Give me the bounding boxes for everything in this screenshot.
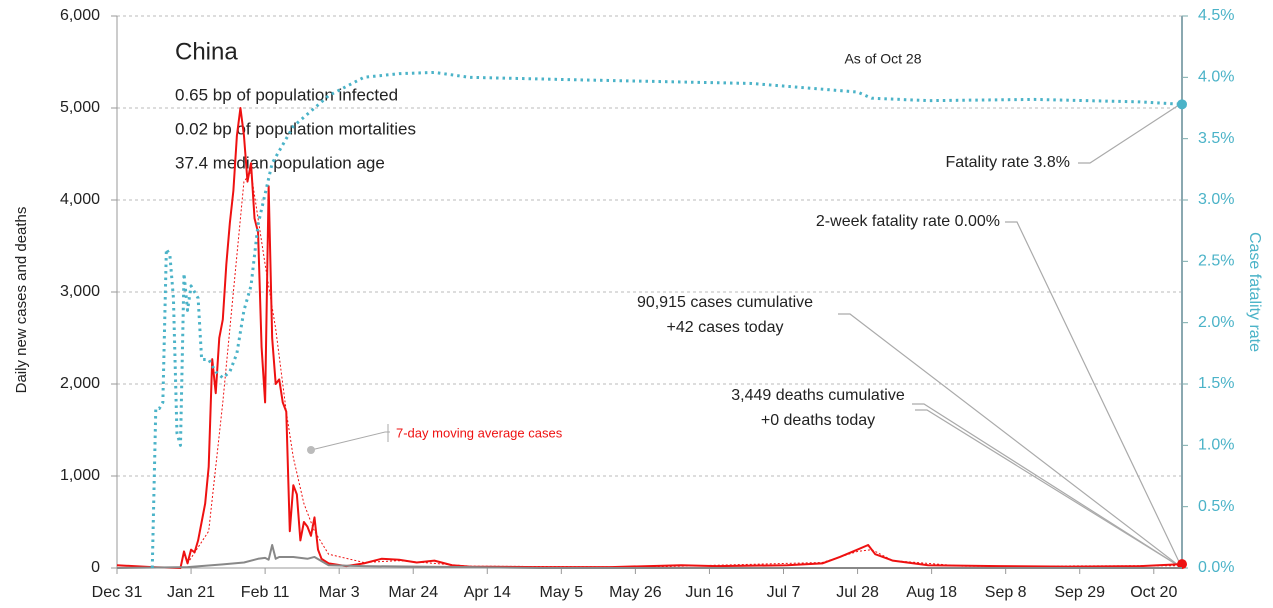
annotation: 3,449 deaths cumulative bbox=[731, 387, 905, 404]
series-line bbox=[116, 107, 1183, 569]
annotation: As of Oct 28 bbox=[844, 51, 921, 67]
y2-tick-label: 2.0% bbox=[1198, 314, 1234, 331]
callout-line bbox=[310, 431, 390, 451]
annotation: 7-day moving average cases bbox=[396, 425, 563, 440]
series-line bbox=[187, 171, 1183, 568]
y-tick-label: 1,000 bbox=[60, 467, 100, 484]
end-point bbox=[1177, 559, 1187, 570]
y2-tick-label: 4.0% bbox=[1198, 69, 1234, 86]
callout-line bbox=[1078, 102, 1183, 164]
subtitle: 0.02 bp of population mortalities bbox=[175, 119, 416, 138]
x-tick-label: Jan 21 bbox=[167, 584, 215, 601]
x-tick-label: Oct 20 bbox=[1130, 584, 1177, 601]
y2-tick-label: 3.5% bbox=[1198, 130, 1234, 147]
y2-tick-label: 1.5% bbox=[1198, 375, 1234, 392]
callout-line bbox=[1005, 221, 1183, 569]
callout-line bbox=[915, 409, 1183, 569]
y2-tick-label: 0.0% bbox=[1198, 559, 1234, 576]
annotation: +42 cases today bbox=[667, 319, 784, 336]
subtitle: 0.65 bp of population infected bbox=[175, 85, 398, 104]
y2-tick-label: 2.5% bbox=[1198, 253, 1234, 270]
callout-dot bbox=[307, 446, 315, 454]
y2-axis-label: Case fatality rate bbox=[1246, 232, 1263, 352]
x-tick-label: Apr 14 bbox=[464, 584, 511, 601]
y-tick-label: 4,000 bbox=[60, 191, 100, 208]
x-tick-label: Dec 31 bbox=[92, 584, 143, 601]
y2-tick-label: 1.0% bbox=[1198, 437, 1234, 454]
x-tick-label: Mar 3 bbox=[319, 584, 360, 601]
y2-tick-label: 0.5% bbox=[1198, 498, 1234, 515]
y-axis-label: Daily new cases and deaths bbox=[13, 207, 30, 394]
annotation: 2-week fatality rate 0.00% bbox=[816, 213, 1000, 230]
x-tick-label: Sep 29 bbox=[1054, 584, 1105, 601]
y2-tick-label: 4.5% bbox=[1198, 7, 1234, 24]
y-tick-label: 2,000 bbox=[60, 375, 100, 392]
series-line bbox=[116, 544, 1182, 569]
callout-line bbox=[838, 313, 1183, 569]
x-tick-label: Aug 18 bbox=[906, 584, 957, 601]
y-tick-label: 5,000 bbox=[60, 99, 100, 116]
x-tick-label: Sep 8 bbox=[985, 584, 1027, 601]
y2-tick-label: 3.0% bbox=[1198, 191, 1234, 208]
x-tick-label: Jul 7 bbox=[767, 584, 801, 601]
x-tick-label: May 26 bbox=[609, 584, 662, 601]
annotation: +0 deaths today bbox=[761, 412, 875, 429]
x-tick-label: May 5 bbox=[540, 584, 584, 601]
x-tick-label: Jul 28 bbox=[836, 584, 879, 601]
annotation: 90,915 cases cumulative bbox=[637, 294, 813, 311]
x-tick-label: Jun 16 bbox=[685, 584, 733, 601]
callout-line bbox=[912, 403, 1183, 569]
x-tick-label: Mar 24 bbox=[388, 584, 438, 601]
y-tick-label: 3,000 bbox=[60, 283, 100, 300]
y-tick-label: 6,000 bbox=[60, 7, 100, 24]
subtitle: 37.4 median population age bbox=[175, 153, 385, 172]
x-tick-label: Feb 11 bbox=[241, 584, 290, 601]
end-point bbox=[1177, 99, 1187, 110]
annotation: Fatality rate 3.8% bbox=[946, 154, 1071, 171]
chart-title: China bbox=[175, 38, 238, 65]
y-tick-label: 0 bbox=[91, 559, 100, 576]
